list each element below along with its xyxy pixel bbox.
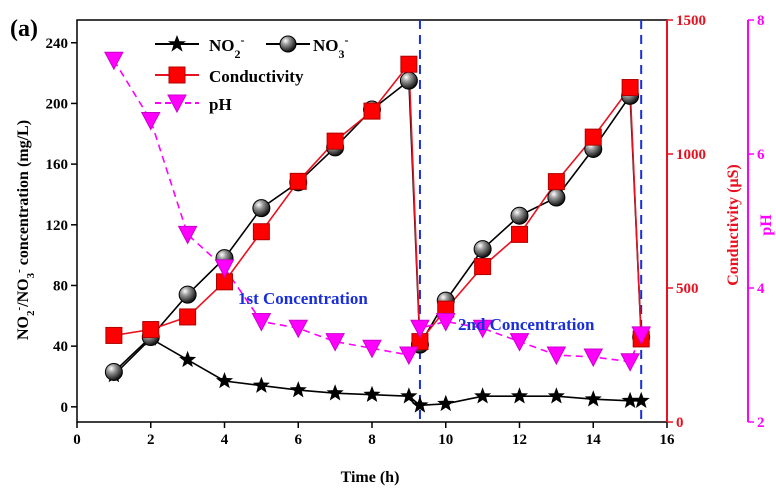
no2-point — [179, 350, 197, 368]
ph-axis-title: pH — [758, 214, 775, 236]
left-tick-label: 120 — [46, 218, 69, 234]
no2-point — [363, 385, 381, 402]
left-tick-label: 0 — [61, 400, 69, 416]
left-tick-label: 40 — [53, 339, 68, 355]
conductivity-tick-label: 500 — [676, 281, 699, 297]
x-tick-label: 16 — [660, 432, 676, 448]
no3-point — [547, 188, 566, 207]
x-tick-label: 10 — [438, 432, 453, 448]
legend-no2-label: NO2- — [209, 33, 245, 61]
conductivity-point — [289, 172, 307, 190]
annotation-2nd-concentration: 2nd Concentration — [458, 315, 595, 334]
ph-point — [435, 313, 456, 332]
no3-point — [510, 206, 529, 225]
conductivity-point — [179, 308, 197, 326]
x-axis-title: Time (h) — [341, 469, 400, 486]
ph-tick-label: 8 — [757, 13, 765, 29]
plot-area: 0 2 4 6 8 10 12 14 16040801201602002400500100015… — [46, 13, 766, 448]
legend-no3-ball-icon — [279, 35, 297, 53]
no3-point — [399, 71, 418, 90]
ph-point — [509, 333, 530, 352]
conductivity-point — [474, 258, 492, 276]
conductivity-point — [363, 102, 381, 120]
no2-point — [215, 372, 234, 389]
ph-point — [583, 348, 604, 368]
legend: NO2- NO3- Conductivity pH — [155, 33, 349, 114]
conductivity-tick-label: 0 — [676, 415, 684, 431]
no2-point — [584, 390, 602, 407]
ph-point — [104, 51, 124, 71]
left-axis-title: NO2-/NO3- concentration (mg/L) — [13, 120, 37, 340]
ph-point — [140, 112, 161, 131]
x-tick-label: 14 — [586, 432, 602, 448]
ph-point — [399, 346, 419, 366]
no2-point — [510, 387, 529, 404]
ph-point — [546, 346, 567, 366]
no2-point — [474, 387, 492, 404]
x-tick-label: 8 — [368, 432, 376, 448]
ph-tick-label: 6 — [757, 147, 765, 163]
left-tick-label: 80 — [53, 278, 68, 294]
legend-ph-triangle-icon — [167, 94, 187, 114]
ph-point — [620, 353, 640, 372]
ph-point — [631, 326, 652, 345]
no2-point — [289, 381, 307, 398]
conductivity-point — [326, 132, 344, 150]
conductivity-point — [142, 321, 160, 339]
conductivity-point — [400, 55, 418, 73]
plot-frame — [76, 19, 668, 423]
no2-point — [252, 376, 270, 393]
no2-point — [632, 391, 650, 408]
no2-point — [411, 396, 429, 413]
x-tick-label: 2 — [147, 432, 155, 448]
no2-point — [326, 384, 344, 401]
x-tick-label: 6 — [295, 432, 303, 448]
ph-point — [177, 225, 198, 245]
ph-point — [410, 319, 430, 339]
legend-conductivity-label: Conductivity — [209, 67, 304, 86]
no2-point — [437, 394, 455, 412]
conductivity-point — [584, 128, 602, 146]
legend-no2-star-icon — [168, 35, 186, 52]
x-tick-label: 4 — [221, 432, 229, 448]
no3-point — [104, 362, 123, 381]
conductivity-point — [511, 225, 528, 243]
ph-point — [251, 313, 272, 332]
no3-point — [252, 199, 271, 218]
conductivity-tick-label: 1000 — [676, 147, 706, 163]
legend-ph-label: pH — [209, 95, 232, 114]
ph-point — [288, 319, 309, 339]
ph-point — [362, 339, 382, 359]
conductivity-point — [105, 326, 123, 344]
no3-point — [473, 240, 492, 259]
conductivity-point — [547, 173, 565, 191]
no3-point — [178, 285, 197, 304]
ph-point — [472, 319, 493, 339]
ph-point — [325, 333, 345, 352]
x-tick-label: 0 — [73, 432, 81, 448]
conductivity-axis-title: Conductivity (μS) — [725, 164, 742, 286]
conductivity-tick-label: 1500 — [676, 13, 706, 29]
legend-conductivity-square-icon — [168, 66, 186, 84]
legend-no3-label: NO3- — [313, 33, 349, 61]
left-tick-label: 240 — [46, 36, 69, 52]
panel-label: (a) — [10, 16, 38, 42]
conductivity-point — [252, 223, 270, 241]
ph-tick-label: 4 — [757, 281, 765, 297]
ph-point — [214, 259, 235, 278]
left-tick-label: 200 — [46, 96, 69, 112]
no2-point — [400, 387, 418, 404]
no2-point — [547, 387, 565, 404]
no2-point — [621, 391, 639, 408]
left-tick-label: 160 — [46, 157, 69, 173]
ph-tick-label: 2 — [757, 415, 765, 431]
x-tick-label: 12 — [512, 432, 527, 448]
conductivity-point — [621, 79, 639, 97]
annotation-1st-concentration: 1st Concentration — [238, 289, 368, 308]
